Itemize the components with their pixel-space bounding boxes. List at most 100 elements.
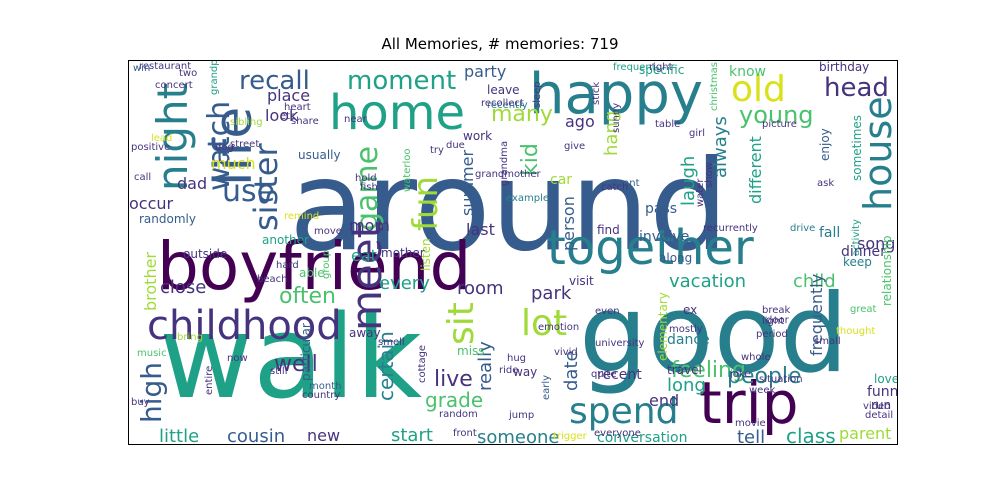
- word-young: young: [739, 101, 814, 129]
- word-due: due: [446, 140, 465, 151]
- chart-title: All Memories, # memories: 719: [381, 35, 619, 53]
- word-recall: recall: [239, 66, 310, 96]
- word-try: try: [430, 145, 444, 156]
- word-love: love: [874, 372, 897, 386]
- word-vivid: vivid: [554, 347, 578, 358]
- word-random: random: [439, 409, 478, 420]
- word-leave: leave: [487, 83, 520, 97]
- word-sit: sit: [441, 302, 482, 345]
- word-university: university: [595, 338, 645, 349]
- word-etc: etc: [280, 111, 296, 122]
- word-hard: hard: [276, 260, 299, 271]
- word-even: even: [595, 306, 620, 317]
- word-jump: jump: [508, 410, 534, 421]
- word-period: period: [756, 329, 788, 340]
- word-dog: dog: [215, 142, 234, 153]
- word-grandparent: grandparent: [209, 61, 220, 95]
- word-fish: fish: [360, 182, 378, 193]
- word-hold: hold: [355, 173, 377, 184]
- word-recent: recent: [597, 367, 642, 383]
- word-good: good: [579, 272, 848, 397]
- word-often: often: [279, 284, 336, 309]
- word-drive: drive: [790, 223, 815, 234]
- word-kid: kid: [518, 143, 543, 176]
- word-lot: lot: [521, 303, 567, 344]
- word-person: person: [559, 196, 578, 251]
- word-near: near: [344, 114, 368, 125]
- word-eat: eat: [351, 246, 377, 265]
- word-entire: entire: [204, 366, 215, 395]
- word-summer: summer: [458, 150, 477, 216]
- word-sunny: sunny: [611, 103, 622, 133]
- word-small: small: [814, 336, 841, 347]
- word-happy: happy: [529, 62, 703, 127]
- word-live: live: [434, 367, 473, 392]
- word-bring: bring: [177, 332, 203, 343]
- word-cousin: cousin: [227, 426, 285, 444]
- word-elementary: elementary: [656, 292, 670, 361]
- word-quite: quite: [591, 369, 617, 380]
- word-ago: ago: [565, 112, 595, 131]
- word-moment: moment: [347, 66, 456, 96]
- word-room: room: [457, 278, 504, 299]
- word-emotion: emotion: [538, 322, 579, 333]
- word-now: now: [227, 353, 248, 364]
- word-remind: remind: [284, 211, 319, 222]
- word-early: early: [541, 375, 552, 400]
- word-particular: particular: [299, 323, 313, 381]
- word-know: know: [729, 64, 766, 80]
- word-fun: fun: [406, 176, 446, 231]
- word-want: want: [615, 178, 640, 189]
- word-new: new: [307, 426, 340, 444]
- word-beach: beach: [257, 274, 287, 285]
- word-usually: usually: [298, 148, 341, 162]
- word-last: last: [466, 220, 495, 239]
- word-break: break: [762, 305, 791, 316]
- word-move: move: [314, 226, 342, 237]
- word-christmas: christmas: [709, 62, 720, 111]
- word-many: many: [491, 102, 553, 127]
- word-concert: concert: [155, 80, 193, 91]
- word-sometimes: sometimes: [850, 115, 864, 181]
- word-give: give: [564, 141, 585, 152]
- word-someone: someone: [477, 427, 560, 444]
- word-feeling: feeling: [671, 358, 746, 383]
- word-certain: certain: [374, 331, 398, 401]
- word-able: able: [299, 266, 325, 280]
- word-relationship: relationship: [880, 235, 894, 306]
- word-people: people: [727, 364, 802, 389]
- word-little: little: [159, 426, 199, 444]
- word-lead: lead: [151, 133, 172, 144]
- word-house: house: [856, 96, 897, 211]
- word-always: always: [710, 116, 731, 178]
- word-girl: girl: [689, 128, 705, 139]
- word-another: another: [262, 233, 309, 247]
- word-visit: visit: [569, 274, 594, 288]
- word-ex: ex: [683, 303, 697, 317]
- word-conversation: conversation: [597, 430, 687, 444]
- word-joke: joke: [729, 369, 750, 380]
- word-watch: watch: [202, 101, 237, 191]
- word-mostly: mostly: [669, 324, 703, 335]
- word-date: date: [561, 350, 582, 391]
- word-work: work: [463, 129, 492, 143]
- word-find: find: [597, 223, 620, 237]
- word-park: park: [531, 283, 572, 304]
- word-catch: catch: [601, 182, 628, 193]
- word-specific: specific: [639, 63, 684, 77]
- word-fall: fall: [819, 225, 840, 241]
- word-walk: walk: [159, 291, 422, 425]
- word-class: class: [786, 424, 836, 444]
- word-game: game: [350, 146, 385, 231]
- word-frequently: frequently: [807, 274, 826, 356]
- word-whole: whole: [741, 352, 771, 363]
- word-dad: dad: [177, 174, 207, 193]
- word-recollect: recollect: [481, 98, 524, 109]
- word-table: table: [655, 119, 680, 130]
- word-life: life: [204, 107, 264, 186]
- word-meet: meet: [342, 222, 391, 331]
- word-home: home: [329, 85, 465, 141]
- word-trip: trip: [699, 369, 799, 437]
- word-place: place: [267, 86, 310, 105]
